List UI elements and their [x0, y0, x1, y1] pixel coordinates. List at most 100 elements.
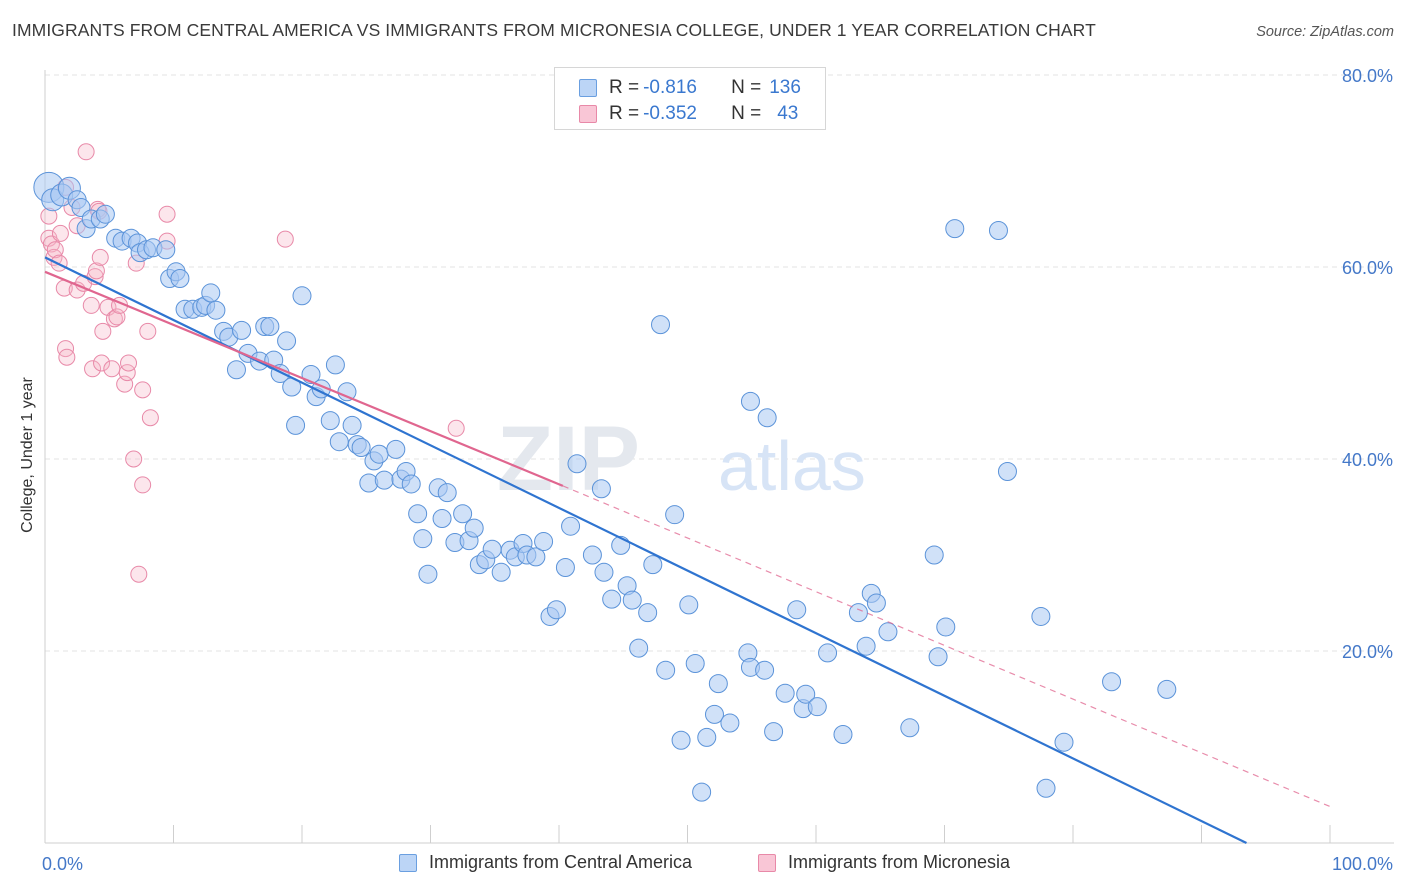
micronesia-point — [125, 450, 143, 468]
central-america-point — [643, 555, 663, 575]
central-america-point — [561, 516, 581, 536]
central-america-point — [679, 595, 699, 615]
micronesia-point — [134, 476, 152, 494]
central-america-point — [432, 509, 452, 529]
legend-item-central-america: Immigrants from Central America — [399, 852, 692, 873]
central-america-point — [170, 269, 190, 289]
central-america-point — [924, 545, 944, 565]
legend-n-value: 43 — [777, 103, 799, 124]
central-america-point — [206, 300, 226, 320]
central-america-point — [329, 432, 349, 452]
trend-lines — [44, 256, 1331, 844]
micronesia-point — [158, 205, 176, 223]
y-tick-label: 80.0% — [1342, 66, 1393, 86]
central-america-point — [720, 713, 740, 733]
legend-label-micronesia: Immigrants from Micronesia — [788, 852, 1011, 872]
watermark-zip: ZIP — [497, 408, 640, 510]
central-america-point — [796, 684, 816, 704]
micronesia-point — [103, 360, 121, 378]
central-america-point — [1102, 672, 1122, 692]
micronesia-point — [105, 310, 123, 328]
central-america-point — [866, 593, 886, 613]
micronesia-point — [84, 360, 102, 378]
central-america-point — [292, 286, 312, 306]
legend-bottom: Immigrants from Central America Immigran… — [0, 852, 1406, 878]
central-america-point — [453, 504, 473, 524]
central-america-point — [534, 532, 554, 552]
central-america-point — [807, 697, 827, 717]
legend-r-value: -0.816 — [643, 77, 697, 98]
central-america-point — [437, 483, 457, 503]
micronesia-point — [134, 381, 152, 399]
central-america-point — [764, 722, 784, 742]
central-america-point — [775, 683, 795, 703]
y-tick-labels: 20.0% 40.0% 60.0% 80.0% — [1342, 66, 1393, 662]
central-america-point — [201, 283, 221, 303]
legend-label-central-america: Immigrants from Central America — [429, 852, 693, 872]
legend-swatch-pink — [758, 853, 776, 872]
central-america-point — [997, 461, 1017, 481]
legend-top: R = -0.816 N = 136 R = -0.352 N = 43 — [554, 67, 826, 130]
central-america-point — [546, 600, 566, 620]
central-america-point — [755, 660, 775, 680]
central-america-point — [757, 408, 777, 428]
central-america-point — [286, 415, 306, 435]
central-america-point — [413, 529, 433, 549]
central-america-point — [671, 730, 691, 750]
grid-lines — [45, 74, 1394, 652]
legend-row-micronesia: R = -0.352 N = 43 — [579, 103, 798, 125]
central-america-point — [665, 505, 685, 525]
central-america-point — [232, 320, 252, 340]
micronesia-point — [141, 409, 159, 427]
central-america-point — [418, 564, 438, 584]
micronesia-point — [51, 224, 69, 242]
central-america-point — [692, 782, 712, 802]
central-america-point — [1054, 732, 1074, 752]
central-america-point — [740, 391, 760, 411]
legend-item-micronesia: Immigrants from Micronesia — [758, 852, 1010, 873]
central-america-point — [945, 219, 965, 239]
micronesia-point — [91, 248, 109, 266]
micronesia-point — [82, 296, 100, 314]
central-america-point — [900, 718, 920, 738]
chart-title: IMMIGRANTS FROM CENTRAL AMERICA VS IMMIG… — [12, 20, 1096, 40]
central-america-point — [95, 204, 115, 224]
central-america-point — [369, 444, 389, 464]
micronesia-point — [93, 354, 111, 372]
central-america-point — [928, 647, 948, 667]
y-tick-label: 40.0% — [1342, 450, 1393, 470]
central-america-point — [685, 653, 705, 673]
central-america-point — [526, 547, 546, 567]
central-america-point — [988, 221, 1008, 241]
micronesia-point — [130, 565, 148, 583]
central-america-point — [386, 439, 406, 459]
central-america-point — [591, 479, 611, 499]
micronesia-point — [57, 340, 75, 358]
micronesia-point — [87, 262, 105, 280]
micronesia-point — [120, 354, 138, 372]
micronesia-point — [46, 241, 64, 259]
central-america-point — [697, 727, 717, 747]
central-america-point — [708, 674, 728, 694]
micronesia-point — [139, 322, 157, 340]
central-america-point — [277, 331, 297, 351]
central-america-point — [408, 504, 428, 524]
micronesia-point — [77, 143, 95, 161]
central-america-point — [856, 636, 876, 656]
central-america-point — [656, 660, 676, 680]
legend-r-value: -0.352 — [643, 103, 697, 124]
central-america-point — [629, 638, 649, 658]
source-label: Source: ZipAtlas.com — [1256, 24, 1394, 40]
y-tick-label: 20.0% — [1342, 642, 1393, 662]
micronesia-trend-line — [44, 270, 564, 487]
legend-n-label: N = — [731, 77, 762, 98]
central-america-point — [582, 545, 602, 565]
central-america-point — [1031, 606, 1051, 626]
central-america-point — [325, 355, 345, 375]
central-america-point — [622, 590, 642, 610]
legend-r-label: R = — [609, 77, 640, 98]
central-america-point — [359, 473, 379, 493]
micronesia-point — [94, 322, 112, 340]
central-america-point — [787, 600, 807, 620]
central-america-point — [401, 474, 421, 494]
